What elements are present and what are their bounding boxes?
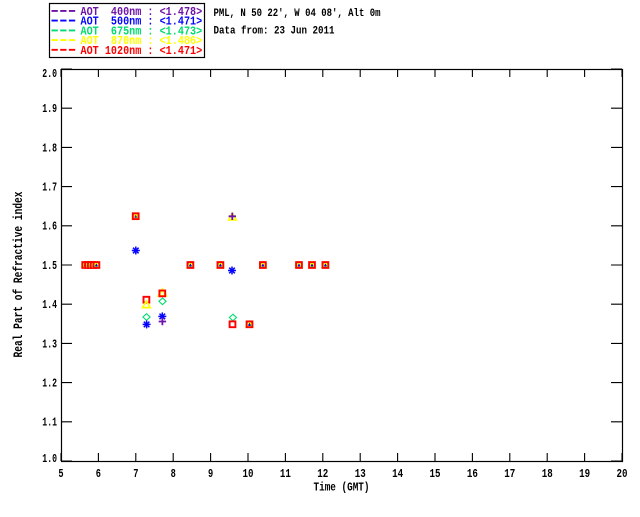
svg-text:17: 17 bbox=[504, 467, 515, 481]
svg-text:1.4: 1.4 bbox=[42, 298, 57, 312]
svg-text:9: 9 bbox=[208, 467, 213, 481]
svg-text:AOT 870nm : <1.486>: AOT 870nm : <1.486> bbox=[81, 34, 203, 48]
svg-text:15: 15 bbox=[430, 467, 441, 481]
svg-text:1.2: 1.2 bbox=[42, 377, 57, 391]
svg-text:11: 11 bbox=[280, 467, 291, 481]
svg-text:13: 13 bbox=[355, 467, 366, 481]
svg-text:Time (GMT): Time (GMT) bbox=[314, 481, 370, 495]
svg-text:16: 16 bbox=[467, 467, 478, 481]
svg-text:1.5: 1.5 bbox=[42, 259, 57, 273]
svg-text:1.0: 1.0 bbox=[42, 452, 57, 466]
svg-text:1.3: 1.3 bbox=[42, 337, 57, 351]
svg-text:2.0: 2.0 bbox=[42, 67, 57, 81]
svg-text:6: 6 bbox=[96, 467, 101, 481]
svg-text:Data from: 23 Jun 2011: Data from: 23 Jun 2011 bbox=[214, 26, 335, 38]
svg-text:8: 8 bbox=[171, 467, 176, 481]
svg-text:20: 20 bbox=[617, 467, 628, 481]
svg-text:AOT 1020nm : <1.471>: AOT 1020nm : <1.471> bbox=[81, 44, 203, 58]
svg-text:12: 12 bbox=[317, 467, 328, 481]
svg-text:1.8: 1.8 bbox=[42, 141, 57, 155]
svg-text:1.9: 1.9 bbox=[42, 102, 57, 116]
svg-text:7: 7 bbox=[133, 467, 138, 481]
svg-text:1.6: 1.6 bbox=[42, 220, 57, 234]
svg-text:AOT 675nm : <1.473>: AOT 675nm : <1.473> bbox=[81, 24, 203, 38]
svg-text:1.7: 1.7 bbox=[42, 181, 57, 195]
svg-text:14: 14 bbox=[392, 467, 403, 481]
svg-text:PML, N 50 22', W 04 08', Alt 0: PML, N 50 22', W 04 08', Alt 0m bbox=[214, 8, 381, 20]
svg-text:AOT 500nm : <1.471>: AOT 500nm : <1.471> bbox=[81, 15, 203, 29]
svg-text:5: 5 bbox=[58, 467, 63, 481]
svg-text:19: 19 bbox=[579, 467, 590, 481]
svg-text:AOT 400nm : <1.478>: AOT 400nm : <1.478> bbox=[81, 5, 203, 19]
svg-text:18: 18 bbox=[542, 467, 553, 481]
svg-text:10: 10 bbox=[243, 467, 254, 481]
svg-text:Real Part of Refractive index: Real Part of Refractive index bbox=[11, 191, 26, 357]
svg-text:1.1: 1.1 bbox=[42, 416, 57, 430]
